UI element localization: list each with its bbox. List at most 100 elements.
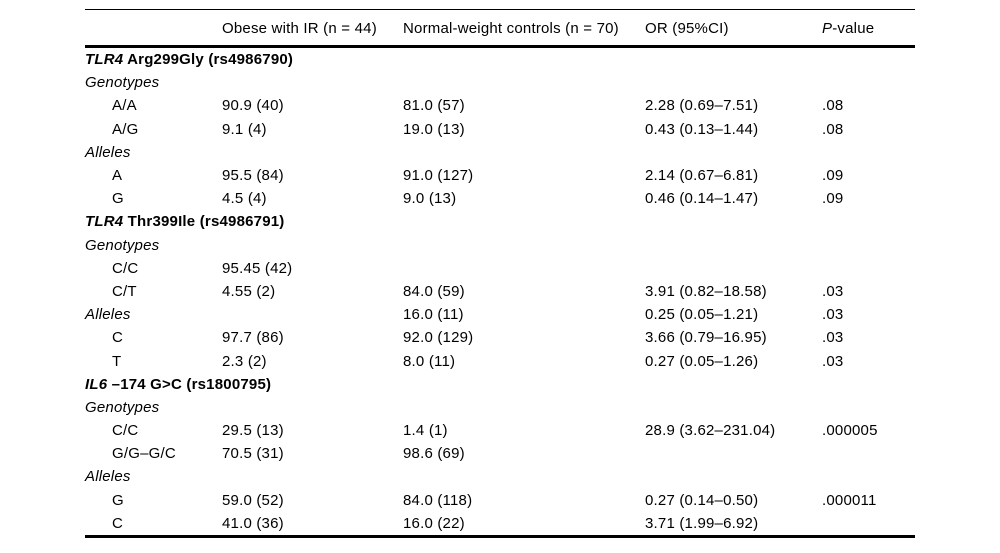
- cell-obese: 70.5 (31): [222, 445, 284, 463]
- cell-obese: 29.5 (13): [222, 422, 284, 440]
- row-label: Alleles: [85, 143, 131, 161]
- cell-or: 0.27 (0.05–1.26): [645, 352, 759, 370]
- cell-or: [645, 71, 822, 94]
- cell-controls: 81.0 (57): [403, 97, 465, 115]
- row-label: C/C: [112, 259, 139, 277]
- cell-obese: 41.0 (36): [222, 514, 284, 532]
- table-row: A 95.5 (84) 91.0 (127) 2.14 (0.67–6.81) …: [85, 164, 915, 187]
- row-label: TLR4 Arg299Gly (rs4986790): [85, 47, 293, 72]
- cell-controls: [403, 257, 645, 280]
- cell-controls: [403, 210, 645, 233]
- cell-or: 2.28 (0.69–7.51): [645, 97, 759, 115]
- row-label: C: [112, 514, 124, 532]
- variant-name: Arg299Gly (rs4986790): [123, 51, 294, 69]
- cell-pvalue: .000011: [822, 491, 877, 509]
- cell-pvalue: [822, 512, 915, 537]
- subhead-row: Genotypes: [85, 71, 915, 94]
- cell-or: 0.25 (0.05–1.21): [645, 306, 759, 324]
- cell-or: 28.9 (3.62–231.04): [645, 422, 776, 440]
- section-row-tlr4-thr399ile: TLR4 Thr399Ile (rs4986791): [85, 210, 915, 233]
- row-label: A/G: [112, 120, 139, 138]
- cell-or: 0.27 (0.14–0.50): [645, 491, 759, 509]
- row-label: Genotypes: [85, 74, 160, 92]
- subhead-row: Alleles 16.0 (11) 0.25 (0.05–1.21) .03: [85, 303, 915, 326]
- row-label: C: [112, 329, 124, 347]
- table-row: T 2.3 (2) 8.0 (11) 0.27 (0.05–1.26) .03: [85, 349, 915, 372]
- cell-pvalue: [822, 257, 915, 280]
- table-row: G 59.0 (52) 84.0 (118) 0.27 (0.14–0.50) …: [85, 489, 915, 512]
- header-empty: [85, 9, 222, 48]
- cell-obese: [222, 141, 403, 164]
- cell-or: [645, 234, 822, 257]
- gene-name: IL6: [85, 375, 108, 393]
- table-body: TLR4 Arg299Gly (rs4986790) Genotypes A/A…: [85, 47, 915, 537]
- row-label: A: [112, 167, 123, 185]
- cell-controls: 84.0 (118): [403, 491, 473, 509]
- cell-obese: [222, 465, 403, 488]
- cell-controls: [403, 71, 645, 94]
- cell-or: 3.71 (1.99–6.92): [645, 514, 759, 532]
- row-label: C/T: [112, 282, 137, 300]
- cell-or: [645, 465, 822, 488]
- cell-controls: [403, 141, 645, 164]
- row-label: Genotypes: [85, 236, 160, 254]
- cell-pvalue: [822, 71, 915, 94]
- cell-pvalue: [822, 234, 915, 257]
- header-row: Obese with IR (n = 44) Normal-weight con…: [85, 9, 915, 48]
- cell-or: 3.91 (0.82–18.58): [645, 282, 767, 300]
- subhead-row: Genotypes: [85, 396, 915, 419]
- cell-pvalue: [822, 396, 915, 419]
- table-row: A/G 9.1 (4) 19.0 (13) 0.43 (0.13–1.44) .…: [85, 118, 915, 141]
- cell-controls: [403, 47, 645, 72]
- cell-or: 2.14 (0.67–6.81): [645, 167, 759, 185]
- row-label: Genotypes: [85, 398, 160, 416]
- table-header: Obese with IR (n = 44) Normal-weight con…: [85, 9, 915, 48]
- gene-name: TLR4: [85, 51, 124, 69]
- cell-controls: 84.0 (59): [403, 282, 465, 300]
- cell-controls: [403, 465, 645, 488]
- cell-pvalue: [822, 141, 915, 164]
- table-row: G 4.5 (4) 9.0 (13) 0.46 (0.14–1.47) .09: [85, 187, 915, 210]
- cell-obese: 4.55 (2): [222, 282, 276, 300]
- cell-or: [645, 47, 822, 72]
- cell-obese: [222, 71, 403, 94]
- subhead-row: Genotypes: [85, 234, 915, 257]
- cell-obese: 95.45 (42): [222, 259, 293, 277]
- cell-pvalue: .09: [822, 190, 844, 208]
- row-label: T: [112, 352, 122, 370]
- cell-pvalue: .03: [822, 329, 844, 347]
- cell-obese: [222, 234, 403, 257]
- cell-or: [645, 210, 822, 233]
- cell-controls: 9.0 (13): [403, 190, 457, 208]
- cell-controls: 16.0 (11): [403, 306, 464, 324]
- genotype-association-table: Obese with IR (n = 44) Normal-weight con…: [85, 9, 915, 538]
- cell-pvalue: .08: [822, 120, 844, 138]
- section-row-tlr4-arg299gly: TLR4 Arg299Gly (rs4986790): [85, 47, 915, 72]
- cell-pvalue: .000005: [822, 422, 878, 440]
- table-row: G/G–G/C 70.5 (31) 98.6 (69): [85, 442, 915, 465]
- cell-pvalue: .03: [822, 352, 844, 370]
- cell-pvalue: [822, 442, 915, 465]
- cell-obese: [222, 303, 403, 326]
- cell-or: [645, 257, 822, 280]
- cell-obese: 9.1 (4): [222, 120, 267, 138]
- cell-obese: 97.7 (86): [222, 329, 284, 347]
- cell-obese: [222, 396, 403, 419]
- table-row: C 41.0 (36) 16.0 (22) 3.71 (1.99–6.92): [85, 512, 915, 537]
- cell-obese: 95.5 (84): [222, 167, 284, 185]
- cell-controls: 1.4 (1): [403, 422, 448, 440]
- header-or-ci: OR (95%CI): [645, 9, 822, 48]
- row-label: TLR4 Thr399Ile (rs4986791): [85, 210, 284, 233]
- subhead-row: Alleles: [85, 141, 915, 164]
- cell-obese: 59.0 (52): [222, 491, 284, 509]
- variant-name: Thr399Ile (rs4986791): [123, 213, 285, 231]
- cell-or: 0.43 (0.13–1.44): [645, 120, 759, 138]
- cell-pvalue: [822, 210, 915, 233]
- cell-pvalue: [822, 465, 915, 488]
- table-row: C 97.7 (86) 92.0 (129) 3.66 (0.79–16.95)…: [85, 326, 915, 349]
- row-label: Alleles: [85, 306, 131, 324]
- p-rest: -value: [832, 20, 875, 37]
- cell-or: 3.66 (0.79–16.95): [645, 329, 767, 347]
- row-label: Alleles: [85, 468, 131, 486]
